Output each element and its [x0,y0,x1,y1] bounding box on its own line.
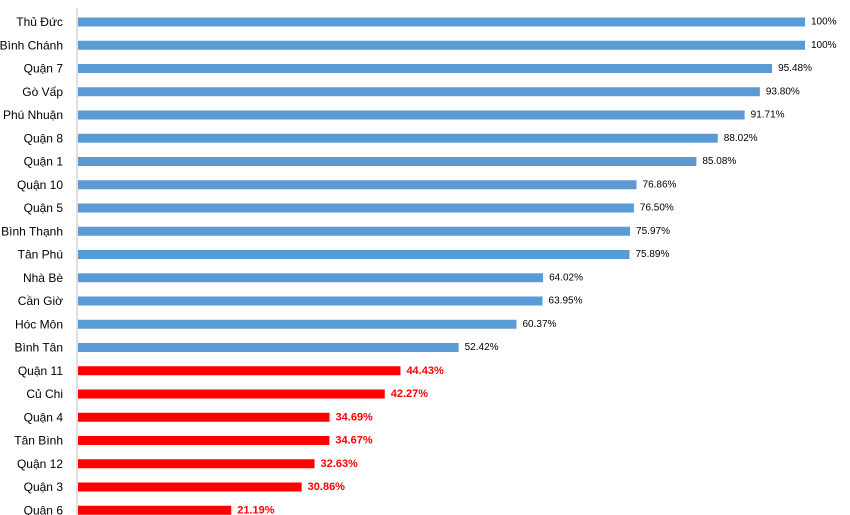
data-label: 100% [811,40,837,51]
data-label: 63.95% [549,296,583,307]
bar [78,482,302,492]
bar [78,296,543,306]
category-label: Quận 6 [24,503,64,515]
bar [78,459,315,469]
category-label: Quận 7 [24,62,64,76]
category-label: Nhà Bè [23,271,63,285]
data-label: 30.86% [308,481,346,493]
bars-group [78,17,805,515]
data-label: 44.43% [406,365,444,377]
data-label: 75.97% [636,226,670,237]
data-label: 42.27% [391,388,429,400]
data-label: 91.71% [751,110,785,121]
data-label: 52.42% [465,342,499,353]
bar [78,366,401,376]
data-label: 34.67% [335,435,373,447]
data-label: 75.89% [635,249,669,260]
bar [78,110,745,120]
bar [78,133,718,143]
data-label: 34.69% [336,411,374,423]
category-label: Bình Chánh [0,38,63,52]
bar [78,64,773,73]
category-label: Tân Bình [14,434,63,448]
bar [78,17,805,27]
bar [78,319,517,329]
data-label: 76.50% [640,203,674,214]
bar [78,389,385,399]
bar [78,273,544,283]
category-label: Quận 5 [24,201,64,215]
category-label: Quận 1 [24,155,64,169]
data-label: 85.08% [702,156,736,167]
category-label: Thủ Đức [16,15,63,29]
category-label: Quận 4 [24,410,64,424]
bar [78,343,459,352]
data-label: 21.19% [237,504,275,515]
bar [78,250,630,259]
data-label: 88.02% [724,133,758,144]
data-label: 95.48% [778,63,812,74]
bar [78,203,634,213]
category-label: Hóc Môn [15,317,63,331]
data-label: 100% [811,17,837,28]
category-label: Quận 11 [18,364,63,378]
data-label: 93.80% [766,86,800,97]
bar [78,87,760,97]
category-label: Quận 12 [17,457,63,471]
category-label: Quận 3 [24,480,64,494]
bar [78,40,805,50]
category-label: Quận 8 [24,131,64,145]
category-label: Bình Thạnh [1,224,63,238]
data-label: 32.63% [321,458,359,470]
data-label: 64.02% [549,272,583,283]
bar [78,412,330,422]
category-label: Cần Giờ [18,294,63,308]
value-labels-group: 100% 100% 95.48% 93.80% 91.71% 88.02% 85.08% 76… [237,17,836,515]
bar [78,436,330,445]
category-label: Phú Nhuận [3,108,63,122]
data-label: 60.37% [522,319,556,330]
category-label: Bình Tân [15,341,63,355]
category-label: Tân Phú [18,248,63,262]
category-label: Gò Vấp [22,85,63,99]
bar [78,157,697,166]
category-label: Củ Chi [26,387,63,401]
data-label: 76.86% [643,179,677,190]
category-label: Quận 10 [17,178,63,192]
bar [78,180,637,190]
bar [78,505,232,515]
category-labels-group: Thủ Đức Bình Chánh Quận 7 Gò Vấp Phú Nhuận Qu… [0,15,63,515]
bar [78,226,631,236]
